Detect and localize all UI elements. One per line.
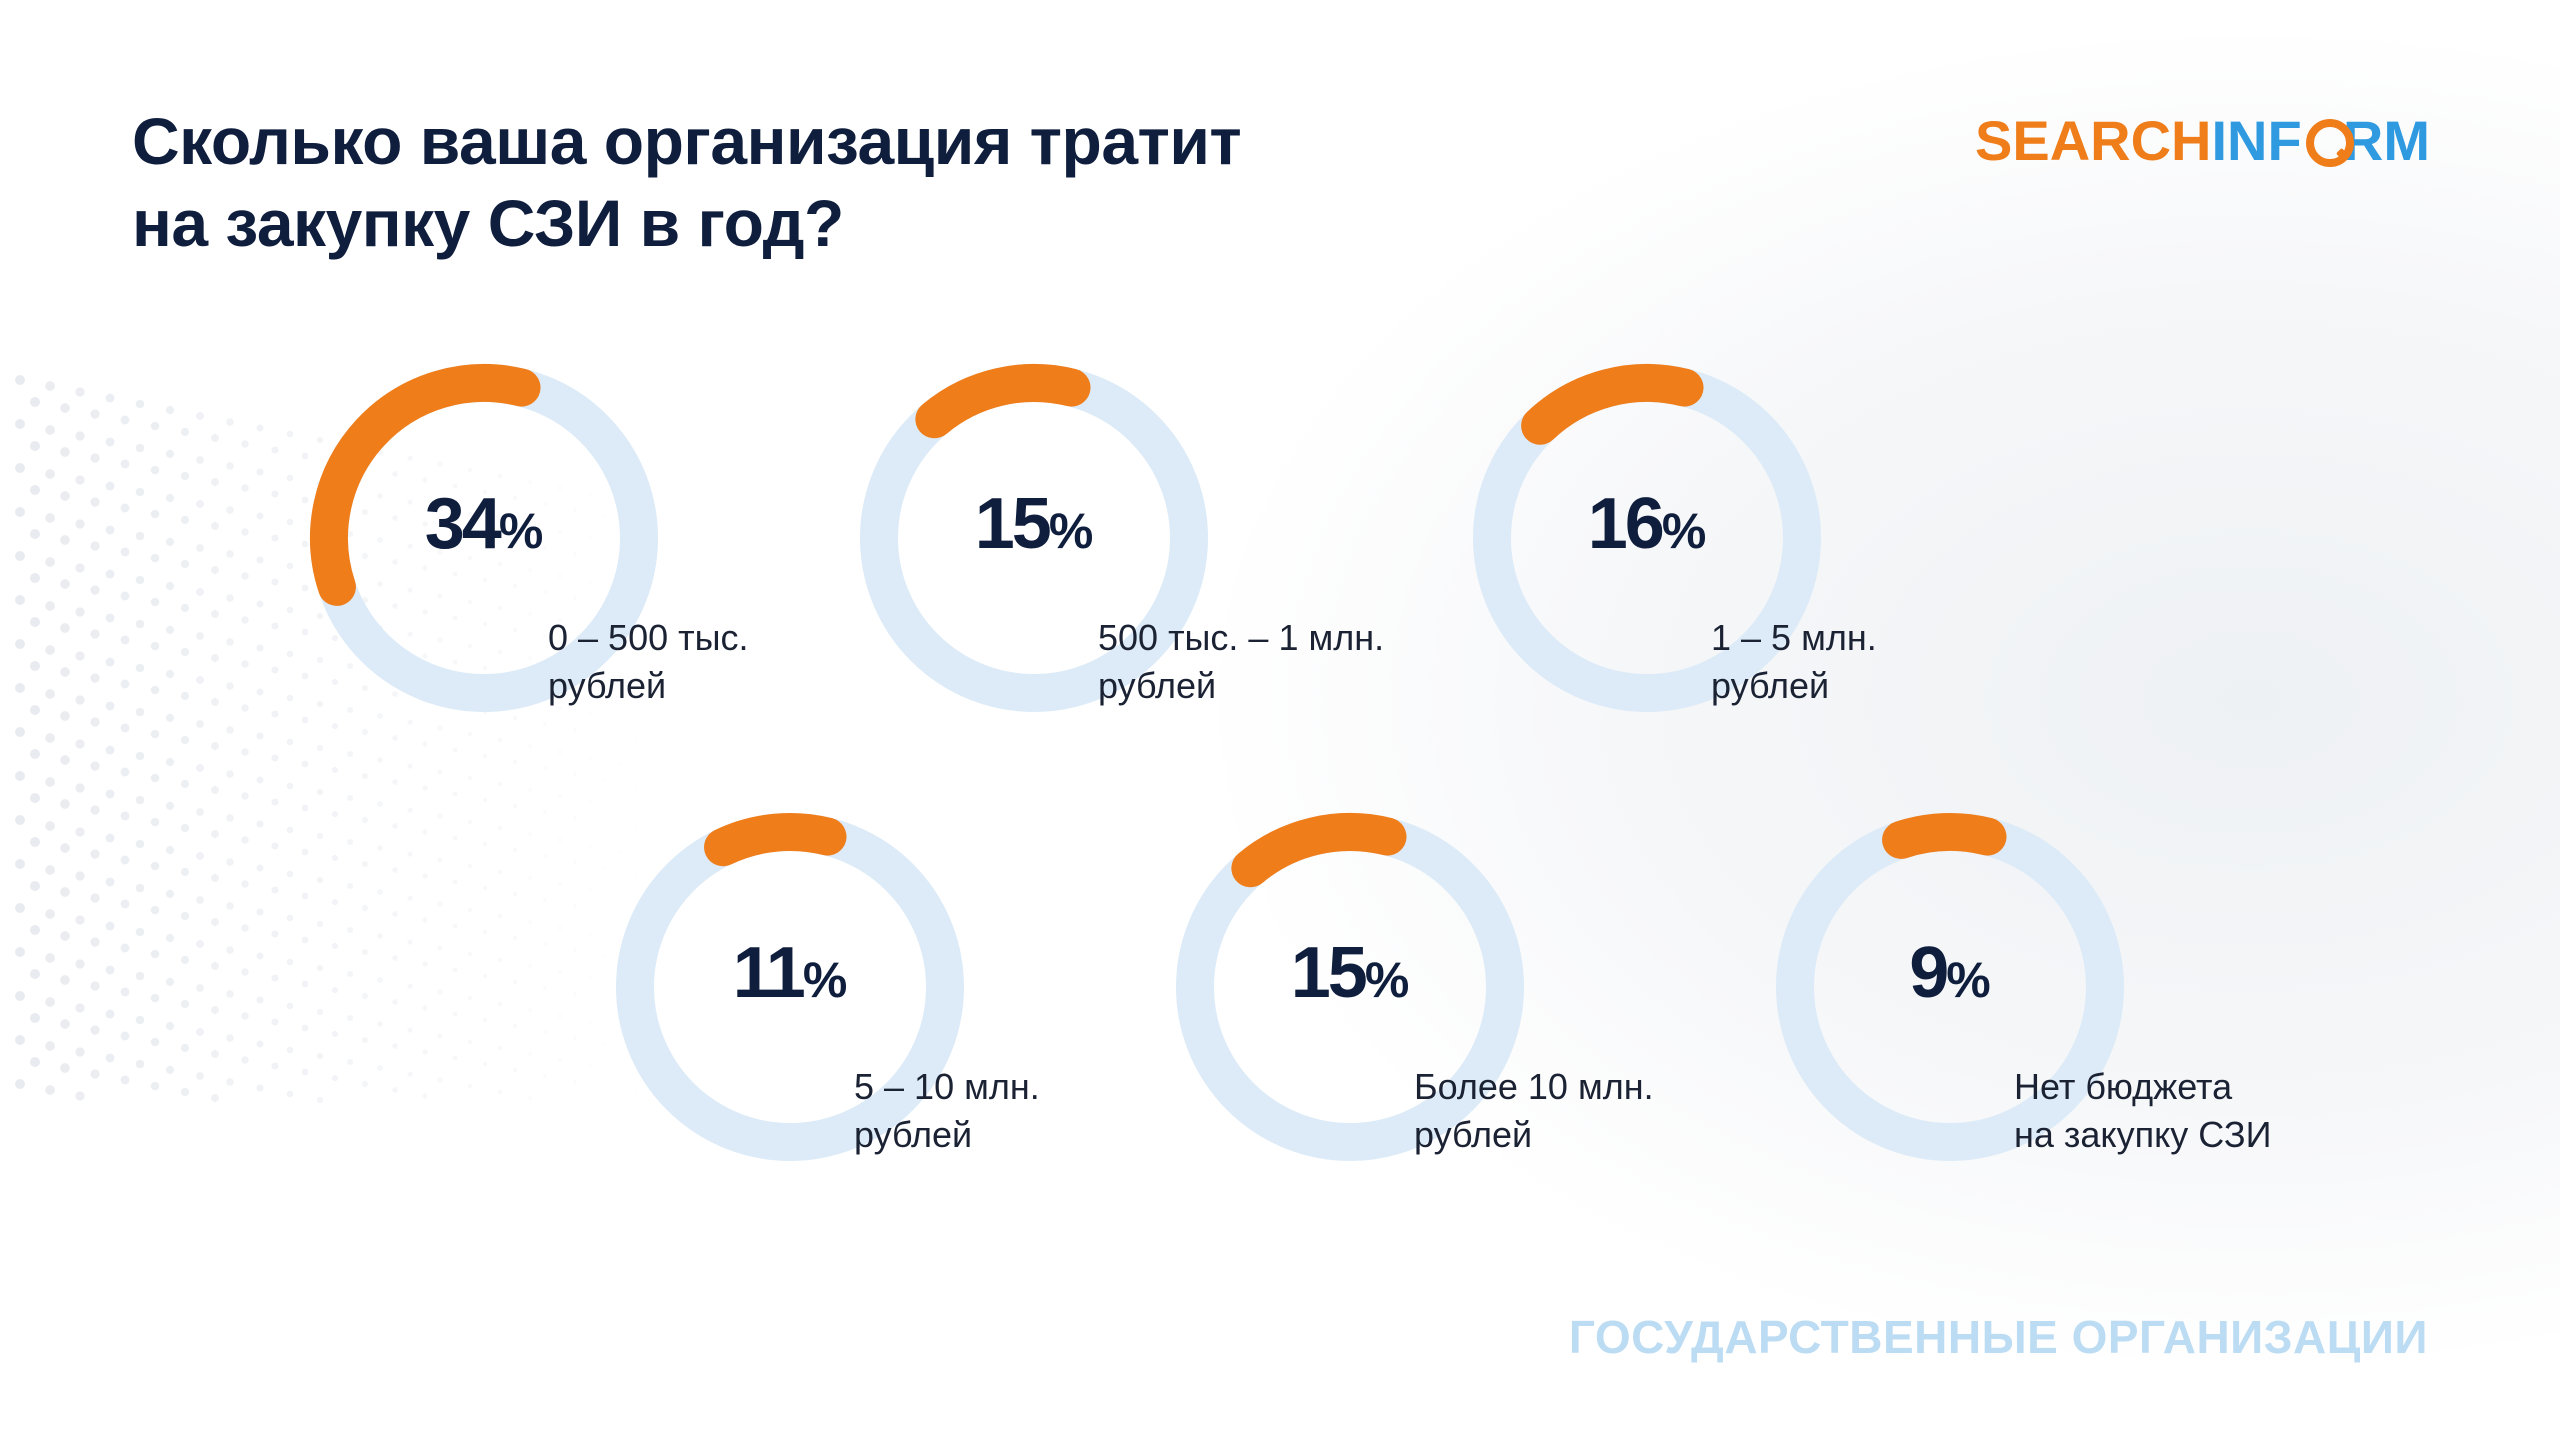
category-label-line-1: 0 – 500 тыс. bbox=[548, 617, 749, 658]
page-title: Сколько ваша организация тратит на закуп… bbox=[132, 100, 1532, 264]
donut-chart-1 bbox=[310, 364, 658, 712]
category-label-4: 5 – 10 млн. рублей bbox=[854, 1063, 1040, 1159]
donut-chart-6 bbox=[1776, 813, 2124, 1161]
percent-number: 11 bbox=[732, 933, 806, 1013]
category-label-2: 500 тыс. – 1 млн. рублей bbox=[1098, 614, 1384, 710]
percent-sign: % bbox=[1048, 503, 1094, 559]
category-label-3: 1 – 5 млн. рублей bbox=[1711, 614, 1877, 710]
percent-sign: % bbox=[498, 503, 544, 559]
percent-sign: % bbox=[1364, 952, 1410, 1008]
donut-arc-6 bbox=[1882, 813, 2007, 859]
percent-value-5: 15% bbox=[1180, 932, 1520, 1014]
percent-value-6: 9% bbox=[1780, 932, 2120, 1014]
percent-value-1: 34% bbox=[314, 483, 654, 565]
percent-number: 16 bbox=[1587, 484, 1665, 564]
percent-number: 34 bbox=[424, 484, 502, 564]
category-label-line-2: рублей bbox=[1414, 1114, 1533, 1155]
category-label-line-2: рублей bbox=[1098, 665, 1217, 706]
category-label-line-1: 1 – 5 млн. bbox=[1711, 617, 1877, 658]
donut-chart-2 bbox=[860, 364, 1208, 712]
category-label-1: 0 – 500 тыс. рублей bbox=[548, 614, 748, 710]
logo-text-rm: RM bbox=[2342, 108, 2430, 172]
category-label-line-1: Нет бюджета bbox=[2014, 1066, 2233, 1107]
category-label-6: Нет бюджета на закупку СЗИ bbox=[2014, 1063, 2271, 1159]
title-line-1: Сколько ваша организация тратит bbox=[132, 104, 1242, 178]
footer-category: ГОСУДАРСТВЕННЫЕ ОРГАНИЗАЦИИ bbox=[1568, 1311, 2428, 1363]
category-label-line-1: 5 – 10 млн. bbox=[854, 1066, 1040, 1107]
donut-chart-4 bbox=[616, 813, 964, 1161]
percent-value-2: 15% bbox=[864, 483, 1204, 565]
magnifier-icon bbox=[2304, 117, 2354, 167]
category-label-line-2: рублей bbox=[854, 1114, 973, 1155]
percent-number: 15 bbox=[974, 484, 1052, 564]
donut-arc-2 bbox=[915, 364, 1091, 439]
category-label-line-2: на закупку СЗИ bbox=[2014, 1114, 2272, 1155]
category-label-line-2: рублей bbox=[548, 665, 667, 706]
donut-chart-5 bbox=[1176, 813, 1524, 1161]
category-label-5: Более 10 млн. рублей bbox=[1414, 1063, 1654, 1159]
percent-value-3: 16% bbox=[1477, 483, 1817, 565]
percent-value-4: 11% bbox=[620, 932, 960, 1014]
title-line-2: на закупку СЗИ в год? bbox=[132, 186, 844, 260]
logo-text-search: SEARCH bbox=[1975, 108, 2212, 172]
searchinform-logo: SEARCH INF RM bbox=[1975, 108, 2430, 172]
percent-sign: % bbox=[1946, 952, 1991, 1008]
category-label-line-1: 500 тыс. – 1 млн. bbox=[1098, 617, 1385, 658]
donut-arc-4 bbox=[704, 813, 847, 867]
donut-chart-3 bbox=[1473, 364, 1821, 712]
percent-sign: % bbox=[802, 952, 848, 1008]
percent-number: 9 bbox=[1909, 933, 1949, 1013]
category-label-line-2: рублей bbox=[1711, 665, 1830, 706]
percent-number: 15 bbox=[1290, 933, 1368, 1013]
logo-text-inf: INF bbox=[2211, 108, 2302, 172]
percent-sign: % bbox=[1661, 503, 1707, 559]
donut-arc-1 bbox=[310, 364, 541, 606]
donut-arc-5 bbox=[1231, 813, 1407, 888]
category-label-line-1: Более 10 млн. bbox=[1414, 1066, 1654, 1107]
donut-arc-3 bbox=[1521, 364, 1704, 445]
